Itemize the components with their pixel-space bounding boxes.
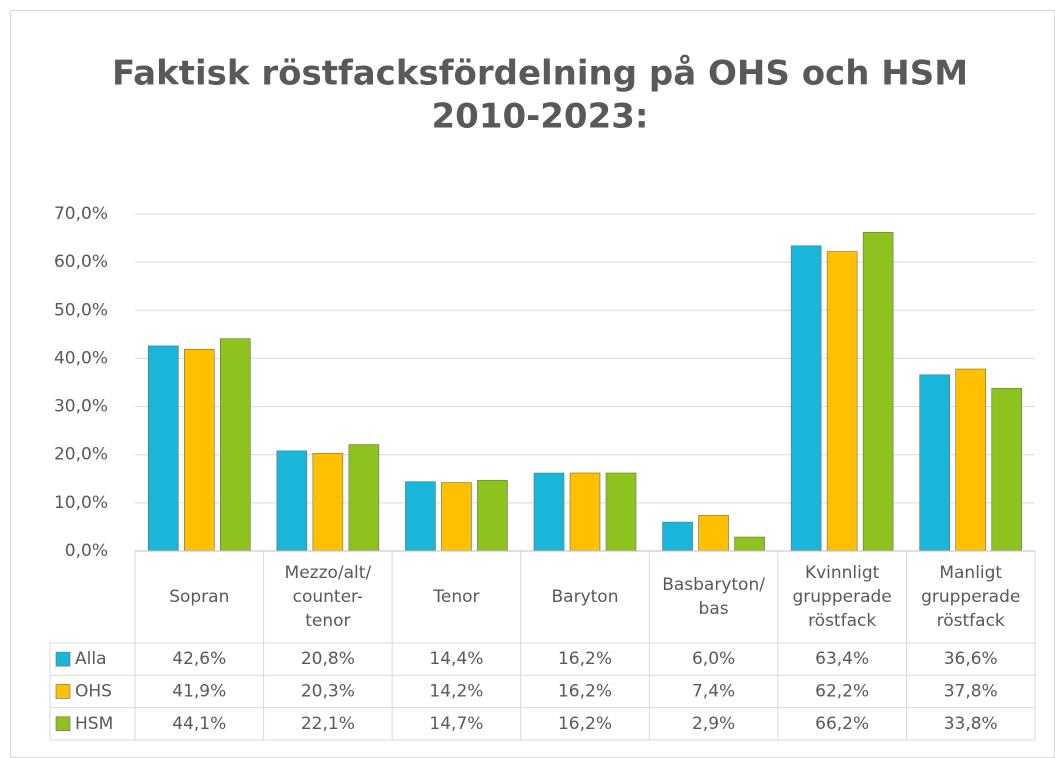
- value-label: 33,8%: [944, 714, 998, 734]
- value-label: 62,2%: [815, 681, 869, 701]
- bar: [441, 482, 472, 552]
- y-tick-label: 60,0%: [54, 252, 108, 272]
- y-tick-label: 30,0%: [54, 397, 108, 417]
- value-label: 20,8%: [301, 649, 355, 669]
- value-label: 14,4%: [429, 649, 483, 669]
- y-tick-label: 10,0%: [54, 493, 108, 513]
- value-label: 42,6%: [172, 649, 226, 669]
- legend-swatch: [55, 651, 71, 667]
- value-label: 16,2%: [558, 714, 612, 734]
- value-label: 44,1%: [172, 714, 226, 734]
- value-label: 7,4%: [692, 681, 735, 701]
- category-label: Tenor: [432, 587, 479, 607]
- bar: [862, 231, 894, 552]
- category-label: Baryton: [552, 587, 619, 607]
- category-label: Kvinnligt: [805, 563, 880, 583]
- chart-subtitle: 2010-2023:: [432, 97, 649, 137]
- value-label: 20,3%: [301, 681, 355, 701]
- category-label: grupperade: [921, 587, 1020, 607]
- value-label: 16,2%: [558, 649, 612, 669]
- value-label: 41,9%: [172, 681, 226, 701]
- chart-title: Faktisk röstfacksfördelning på OHS och H…: [112, 54, 968, 94]
- value-label: 14,2%: [429, 681, 483, 701]
- bar: [734, 536, 765, 552]
- bar: [312, 452, 344, 552]
- category-label: tenor: [305, 611, 350, 631]
- category-label: röstfack: [937, 611, 1005, 631]
- bar: [991, 387, 1023, 552]
- bar: [477, 479, 508, 552]
- bar: [662, 521, 693, 552]
- value-label: 14,7%: [429, 714, 483, 734]
- category-label: röstfack: [808, 611, 876, 631]
- value-label: 22,1%: [301, 714, 355, 734]
- value-label: 36,6%: [944, 649, 998, 669]
- category-label: grupperade: [793, 587, 892, 607]
- value-label: 16,2%: [558, 681, 612, 701]
- category-label: Manligt: [939, 563, 1002, 583]
- bar: [919, 374, 951, 552]
- bar: [533, 472, 565, 552]
- y-tick-label: 20,0%: [54, 445, 108, 465]
- legend-label: Alla: [75, 649, 107, 669]
- bar: [276, 450, 308, 552]
- bar: [183, 348, 215, 552]
- category-label: counter-: [293, 587, 363, 607]
- bar: [955, 368, 987, 552]
- category-label: Sopran: [169, 587, 229, 607]
- bar: [147, 345, 179, 552]
- legend-swatch: [55, 716, 71, 732]
- legend-swatch: [55, 684, 71, 699]
- bar: [405, 481, 436, 552]
- category-label: Mezzo/alt/: [285, 563, 372, 583]
- legend-label: HSM: [75, 714, 113, 734]
- value-label: 37,8%: [944, 681, 998, 701]
- legend-label: OHS: [75, 681, 112, 701]
- category-label: bas: [699, 599, 729, 619]
- bar: [348, 444, 380, 552]
- bar: [219, 338, 251, 552]
- y-tick-label: 70,0%: [54, 204, 108, 224]
- bar: [826, 251, 858, 552]
- y-tick-label: 0,0%: [65, 541, 108, 561]
- bar: [698, 515, 729, 552]
- category-label: Basbaryton/: [662, 575, 765, 595]
- bar: [605, 472, 637, 552]
- y-tick-label: 40,0%: [54, 348, 108, 368]
- value-label: 2,9%: [692, 714, 735, 734]
- bar: [569, 472, 601, 552]
- value-label: 63,4%: [815, 649, 869, 669]
- value-label: 6,0%: [692, 649, 735, 669]
- value-label: 66,2%: [815, 714, 869, 734]
- y-tick-label: 50,0%: [54, 300, 108, 320]
- bar: [790, 245, 822, 552]
